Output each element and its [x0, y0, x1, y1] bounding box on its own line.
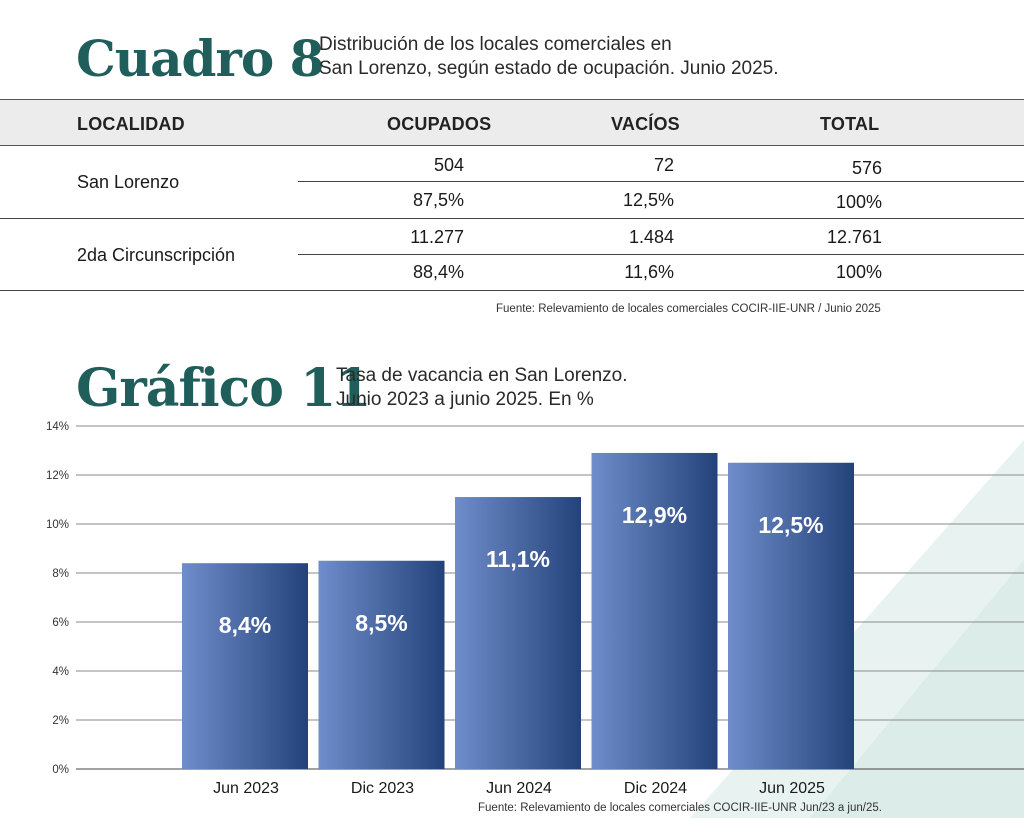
x-tick-label: Dic 2024: [624, 780, 687, 797]
x-tick-label: Jun 2025: [759, 780, 825, 797]
row-localidad-circunscripcion: 2da Circunscripción: [77, 245, 236, 265]
table-source-note: Fuente: Relevamiento de locales comercia…: [496, 303, 881, 315]
y-tick-label: 12%: [46, 470, 69, 482]
row-divider: [298, 254, 1024, 255]
row-separator: [0, 218, 1024, 219]
column-header-localidad: LOCALIDAD: [77, 114, 185, 134]
bar-data-label: 12,9%: [622, 502, 687, 528]
y-tick-label: 14%: [46, 421, 69, 433]
bar: [455, 497, 581, 769]
y-tick-label: 8%: [52, 568, 69, 580]
bar-data-label: 8,4%: [219, 612, 271, 638]
table-subtitle-line2: San Lorenzo, según estado de ocupación. …: [319, 58, 779, 79]
table-subtitle: Distribución de los locales comerciales …: [319, 33, 779, 81]
cell-count-ocupados: 11.277: [410, 227, 464, 247]
row-localidad-san-lorenzo: San Lorenzo: [77, 172, 180, 192]
table-subtitle-line1: Distribución de los locales comerciales …: [319, 34, 672, 55]
row-divider: [298, 181, 1024, 182]
y-tick-label: 0%: [52, 764, 69, 776]
bar-data-label: 8,5%: [355, 610, 407, 636]
column-header-total: TOTAL: [820, 114, 880, 134]
chart-subtitle-line1: Tasa de vacancia en San Lorenzo.: [336, 365, 628, 386]
cell-count-vacios: 72: [653, 155, 674, 175]
bar: [728, 462, 854, 769]
cell-count-total: 576: [851, 158, 882, 178]
table-bottom-border: [0, 290, 1024, 291]
bar-data-label: 12,5%: [758, 512, 823, 538]
bar-data-label: 11,1%: [486, 546, 550, 572]
bar: [182, 563, 308, 769]
x-tick-label: Dic 2023: [351, 780, 414, 797]
cell-percent-ocupados: 87,5%: [412, 190, 464, 210]
cell-percent-ocupados: 88,4%: [412, 262, 464, 282]
chart-title: Gráfico 11: [76, 358, 371, 419]
cell-count-ocupados: 504: [433, 155, 464, 175]
x-tick-label: Jun 2024: [486, 780, 552, 797]
x-tick-label: Jun 2023: [213, 780, 279, 797]
bar: [591, 452, 718, 769]
column-header-vacios: VACÍOS: [611, 114, 680, 134]
cell-percent-total: 100%: [835, 262, 882, 282]
y-tick-label: 2%: [52, 715, 69, 727]
table-title: Cuadro 8: [76, 29, 324, 88]
column-header-ocupados: OCUPADOS: [387, 114, 492, 134]
cell-count-vacios: 1.484: [628, 227, 674, 247]
cell-percent-vacios: 12,5%: [622, 190, 674, 210]
chart-subtitle-line2: Junio 2023 a junio 2025. En %: [336, 389, 594, 410]
table-header: [0, 99, 1024, 146]
cell-percent-vacios: 11,6%: [624, 262, 674, 282]
y-tick-label: 6%: [52, 617, 69, 629]
y-tick-label: 4%: [52, 666, 69, 678]
chart-source-note: Fuente: Relevamiento de locales comercia…: [478, 802, 882, 814]
y-tick-label: 10%: [46, 519, 69, 531]
cell-count-total: 12.761: [826, 227, 882, 247]
cell-percent-total: 100%: [835, 192, 882, 212]
chart-subtitle: Tasa de vacancia en San Lorenzo. Junio 2…: [336, 364, 628, 412]
bar: [318, 560, 445, 769]
